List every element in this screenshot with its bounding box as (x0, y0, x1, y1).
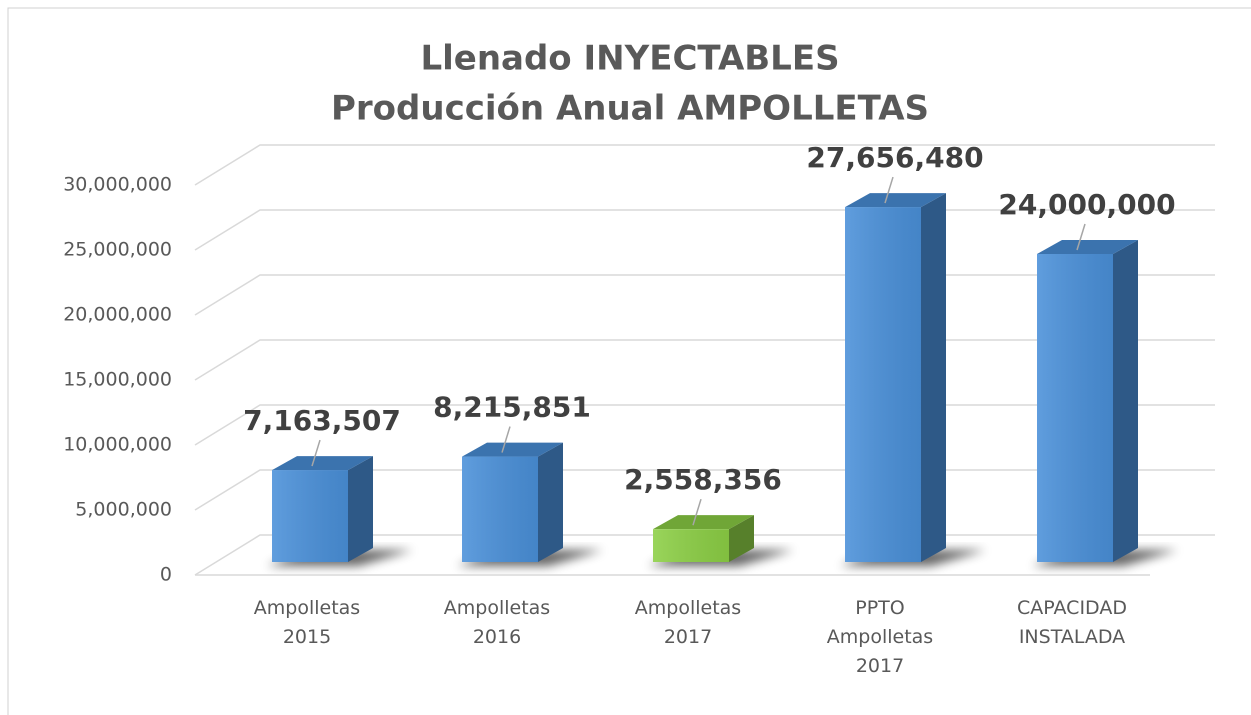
bar-side (1113, 240, 1138, 562)
bar-side (538, 442, 563, 562)
leader-line (1076, 223, 1086, 251)
bar-top (1037, 240, 1138, 254)
chart-border (7, 7, 1251, 715)
y-tick-label: 20,000,000 (63, 304, 172, 326)
data-label: 24,000,000 (998, 188, 1175, 221)
chart-title: Llenado INYECTABLES (420, 39, 839, 79)
bar-shade (653, 529, 729, 562)
x-tick-label: CAPACIDAD INSTALADA (1017, 597, 1127, 648)
x-tick-label: PPTO Ampolletas 2017 (827, 597, 933, 677)
chart-title: Producción Anual AMPOLLETAS (331, 89, 929, 129)
bar-side (729, 515, 754, 562)
x-tick-label: Ampolletas 2016 (444, 597, 550, 648)
bar-top (272, 456, 373, 471)
bar-top (462, 442, 563, 457)
data-label: 27,656,480 (806, 141, 983, 174)
grid-line (194, 144, 1215, 186)
x-tick-label: Ampolletas 2017 (635, 597, 741, 648)
y-tick-label: 15,000,000 (63, 369, 172, 391)
leader-line (884, 176, 894, 204)
bar-top (845, 193, 946, 208)
bar-side (348, 456, 373, 562)
data-label: 8,215,851 (433, 391, 591, 424)
data-label: 2,558,356 (624, 463, 782, 496)
bar-side (921, 193, 946, 562)
leader-line (501, 426, 511, 453)
y-tick-label: 5,000,000 (75, 499, 172, 521)
y-tick-label: 25,000,000 (63, 239, 172, 261)
bar-shade (272, 470, 348, 562)
y-tick-label: 0 (160, 564, 172, 586)
bar-top (653, 515, 754, 530)
bar-shade (845, 207, 921, 562)
y-tick-label: 10,000,000 (63, 434, 172, 456)
bar-shade (1037, 254, 1113, 562)
data-label: 7,163,507 (243, 404, 401, 437)
y-tick-label: 30,000,000 (63, 174, 172, 196)
leader-line (311, 439, 321, 467)
x-tick-label: Ampolletas 2015 (254, 597, 360, 648)
bar-shade (462, 456, 538, 562)
leader-line (692, 498, 702, 526)
